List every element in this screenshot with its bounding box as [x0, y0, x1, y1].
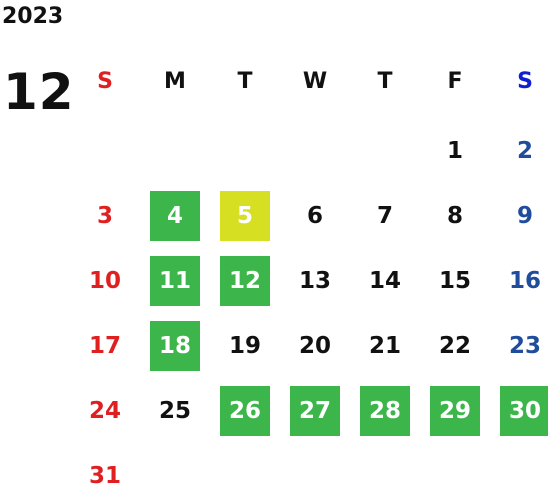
weekday-header-monday: M: [164, 69, 186, 94]
day-cell-20: 20: [298, 333, 331, 359]
day-cell-1: 1: [446, 138, 463, 164]
day-cell-14: 14: [368, 268, 401, 294]
day-cell-28: 28: [360, 386, 410, 436]
day-cell-15: 15: [438, 268, 471, 294]
weekday-header-saturday: S: [517, 69, 533, 94]
day-cell-21: 21: [368, 333, 401, 359]
weekday-header-tuesday: T: [237, 69, 253, 94]
day-cell-22: 22: [438, 333, 471, 359]
weekday-header-thursday: T: [377, 69, 393, 94]
day-cell-27: 27: [290, 386, 340, 436]
month-label: 12: [3, 63, 75, 121]
day-cell-17: 17: [88, 333, 121, 359]
day-cell-30: 30: [500, 386, 548, 436]
day-cell-8: 8: [446, 203, 463, 229]
day-cell-3: 3: [96, 203, 113, 229]
day-cell-2: 2: [516, 138, 533, 164]
day-cell-18: 18: [150, 321, 200, 371]
day-cell-19: 19: [228, 333, 261, 359]
day-cell-9: 9: [516, 203, 533, 229]
day-cell-6: 6: [306, 203, 323, 229]
day-cell-26: 26: [220, 386, 270, 436]
day-cell-12: 12: [220, 256, 270, 306]
day-cell-23: 23: [508, 333, 541, 359]
day-cell-25: 25: [158, 398, 191, 424]
year-label: 2023: [2, 4, 64, 29]
day-cell-5: 5: [220, 191, 270, 241]
day-cell-13: 13: [298, 268, 331, 294]
day-cell-11: 11: [150, 256, 200, 306]
weekday-header-wednesday: W: [302, 69, 328, 94]
weekday-header-friday: F: [447, 69, 463, 94]
weekday-header-sunday: S: [97, 69, 113, 94]
day-cell-10: 10: [88, 268, 121, 294]
day-cell-29: 29: [430, 386, 480, 436]
day-cell-31: 31: [88, 463, 121, 489]
day-cell-7: 7: [376, 203, 393, 229]
day-cell-24: 24: [88, 398, 121, 424]
day-cell-16: 16: [508, 268, 541, 294]
day-cell-4: 4: [150, 191, 200, 241]
